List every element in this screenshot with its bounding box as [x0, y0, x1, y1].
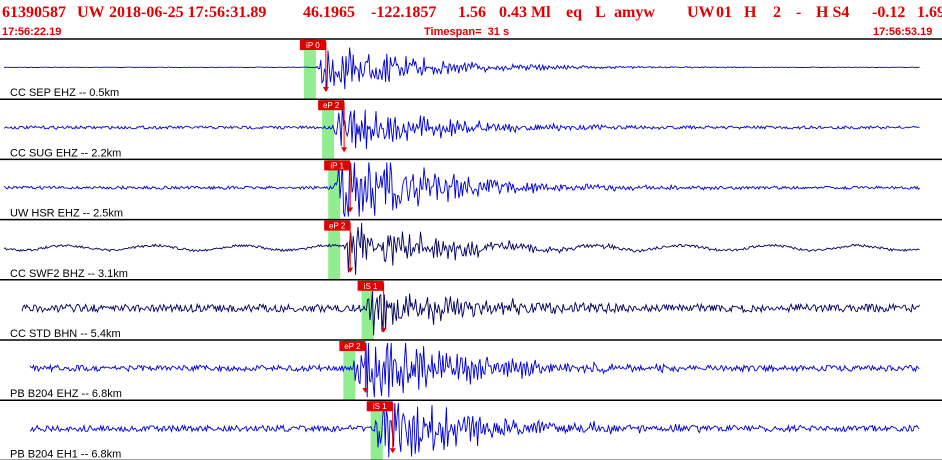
quality-code: H S4: [816, 4, 850, 21]
pick-box: [318, 100, 345, 111]
pick-box: [339, 341, 366, 351]
pick-arrow: [347, 207, 354, 213]
waveform-trace: [3, 102, 920, 150]
pick-label: iP 0: [306, 41, 320, 50]
station-label: CC STD BHN -- 5.4km: [10, 328, 121, 340]
pick-label: iP 1: [330, 161, 344, 170]
station-label: CC SWF2 BHZ -- 3.1km: [10, 268, 128, 280]
start-time: 17:56:22.19: [2, 26, 62, 38]
pick-label: eP 2: [329, 222, 346, 231]
waveform-trace: [21, 291, 920, 336]
waveform-trace: [3, 222, 920, 275]
pick-arrow: [380, 327, 387, 333]
station-label: CC SEP EHZ -- 0.5km: [10, 87, 119, 99]
residual-value: -0.12: [872, 4, 906, 21]
pick-box: [299, 40, 326, 50]
event-datetime: 2018-06-25 17:56:31.89: [109, 4, 267, 21]
pick-band: [303, 39, 316, 100]
event-longitude: -122.1857: [371, 4, 437, 21]
event-latitude: 46.1965: [303, 4, 355, 21]
event-id: 61390587: [2, 4, 66, 21]
waveform-trace: [29, 342, 920, 398]
event-header: 61390587 UW 2018-06-25 17:56:31.89 46.19…: [2, 2, 942, 24]
pick-band: [322, 99, 335, 160]
network-code: UW: [687, 4, 715, 21]
event-network: UW: [77, 4, 105, 21]
event-type: eq: [566, 4, 582, 21]
station-label: PB B204 EH1 -- 6.8km: [10, 448, 121, 460]
waveform-trace: [3, 162, 920, 217]
version-code: 01: [716, 4, 732, 21]
pick-box: [366, 401, 393, 412]
event-magnitude: 0.43 Ml: [499, 4, 551, 21]
location-flag: L: [595, 4, 606, 21]
pick-arrow: [362, 388, 369, 393]
pick-label: eP 2: [323, 101, 340, 110]
pick-box: [324, 220, 351, 231]
dash-field: -: [796, 4, 802, 21]
timespan-label: Timespan= 31 s: [424, 26, 510, 38]
station-label: PB B204 EHZ -- 6.8km: [10, 388, 122, 400]
pick-arrow: [341, 147, 348, 153]
pick-arrow: [389, 448, 396, 454]
phase-count: 2: [773, 4, 781, 21]
rms-value: 1.69: [917, 4, 942, 21]
pick-label: iS 1: [364, 282, 378, 291]
pick-label: eP 2: [344, 342, 361, 351]
station-label: UW HSR EHZ -- 2.5km: [10, 208, 123, 220]
pick-label: iS 1: [373, 402, 387, 411]
h-flag: H: [744, 4, 757, 21]
pick-band: [328, 219, 341, 280]
event-depth: 1.56: [458, 4, 486, 21]
pick-band: [361, 279, 374, 340]
pick-box: [357, 280, 384, 291]
analyst-name: amyw: [614, 4, 655, 21]
pick-band: [328, 159, 341, 220]
station-label: CC SUG EHZ -- 2.2km: [10, 147, 121, 159]
end-time: 17:56:53.19: [873, 26, 933, 38]
pick-arrow: [347, 267, 354, 273]
pick-box: [324, 160, 351, 171]
waveform-trace: [29, 403, 920, 458]
pick-arrow: [322, 87, 329, 92]
waveform-trace: [3, 47, 920, 91]
